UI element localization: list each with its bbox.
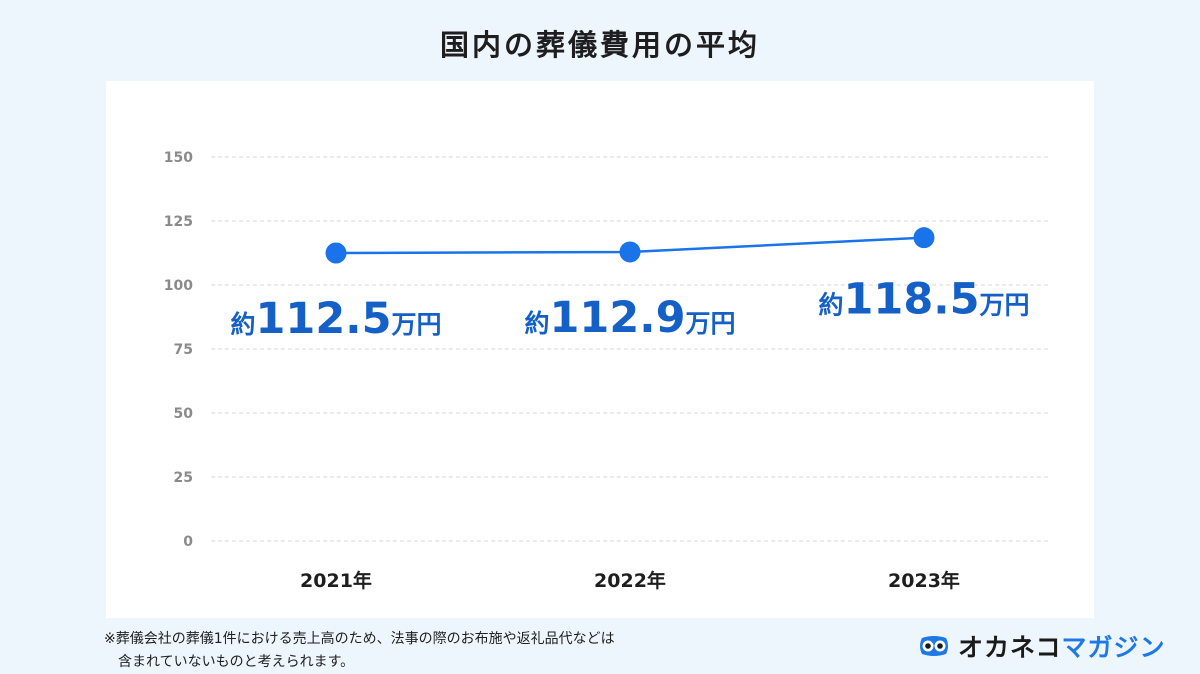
x-tick-label: 2023年 <box>888 569 960 592</box>
y-tick-label: 0 <box>183 534 193 550</box>
x-tick-label: 2021年 <box>300 569 372 592</box>
footnote: ※葬儀会社の葬儀1件における売上高のため、法事の際のお布施や返礼品代などは 含ま… <box>104 628 615 674</box>
data-label-unit: 万円 <box>686 309 736 338</box>
brand-logo: オカネコ マガジン <box>918 630 1166 662</box>
y-tick-label: 125 <box>164 214 193 230</box>
data-label-unit: 万円 <box>392 310 442 339</box>
data-label-prefix: 約 <box>818 291 843 320</box>
y-tick-label: 25 <box>174 470 193 486</box>
y-tick-label: 50 <box>174 406 194 422</box>
owl-icon <box>920 636 948 656</box>
data-label-value: 112.5 <box>255 294 391 344</box>
data-point-2023年 <box>913 227 935 249</box>
y-tick-label: 75 <box>174 342 193 358</box>
data-point-2021年 <box>325 242 347 264</box>
data-label: 約112.9万円 <box>524 293 735 343</box>
logo-text-okaneko: オカネコ <box>958 633 1062 662</box>
data-label: 約112.5万円 <box>230 294 441 344</box>
y-tick-label: 100 <box>164 278 193 294</box>
data-label-value: 112.9 <box>549 293 685 343</box>
footnote-line-2: 含まれていないものと考えられます。 <box>118 654 355 670</box>
data-label-unit: 万円 <box>980 291 1030 320</box>
y-tick-label: 150 <box>164 150 193 166</box>
data-label: 約118.5万円 <box>818 275 1029 325</box>
logo-text-magazine: マガジン <box>1061 633 1166 662</box>
data-point-2022年 <box>619 241 641 263</box>
chart-card: 0 25 50 75 100 125 150 約112.5万円 約112.9万円 約118.5万… <box>106 81 1094 618</box>
x-tick-label: 2022年 <box>594 569 666 592</box>
data-label-prefix: 約 <box>524 309 549 338</box>
data-label-value: 118.5 <box>843 275 979 325</box>
chart-title: 国内の葬儀費用の平均 <box>439 28 760 62</box>
footnote-line-1: ※葬儀会社の葬儀1件における売上高のため、法事の際のお布施や返礼品代などは <box>104 631 615 647</box>
data-label-prefix: 約 <box>230 310 255 339</box>
